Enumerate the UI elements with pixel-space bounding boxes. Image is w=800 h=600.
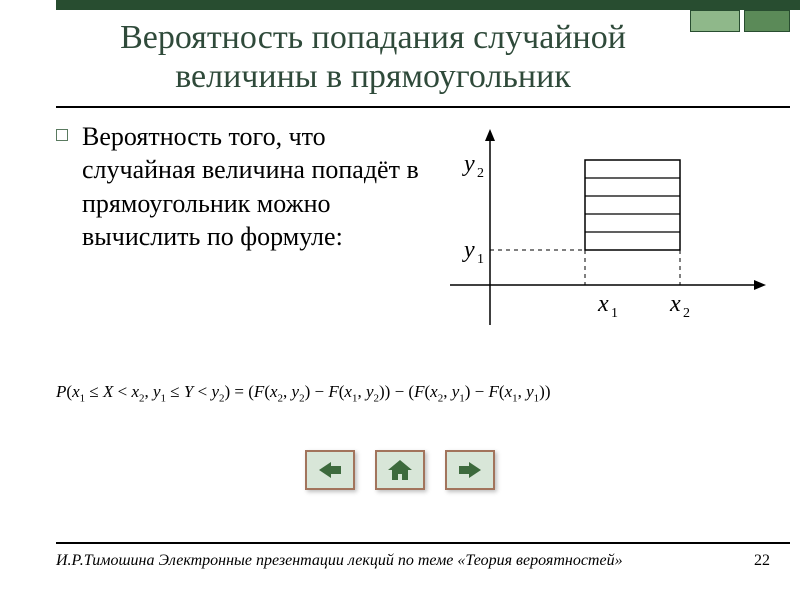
footer-divider [56, 542, 790, 544]
footer: И.Р.Тимошина Электронные презентации лек… [56, 552, 770, 570]
next-button[interactable] [445, 450, 495, 490]
home-icon [386, 458, 414, 482]
svg-text:2: 2 [683, 306, 690, 321]
svg-text:1: 1 [477, 252, 484, 267]
body-paragraph: Вероятность того, что случайная величина… [82, 120, 422, 253]
arrow-left-icon [317, 460, 343, 480]
svg-text:x: x [669, 291, 681, 317]
home-button[interactable] [375, 450, 425, 490]
svg-text:y: y [462, 151, 475, 177]
svg-text:x: x [597, 291, 609, 317]
page-number: 22 [754, 552, 770, 570]
footer-text: И.Р.Тимошина Электронные презентации лек… [56, 552, 623, 570]
nav-controls [0, 450, 800, 490]
arrow-right-icon [457, 460, 483, 480]
title-underline [56, 106, 790, 108]
rectangle-diagram: y 2 y 1 x 1 x 2 [420, 125, 780, 355]
accent-block-light [690, 10, 740, 32]
svg-text:2: 2 [477, 166, 484, 181]
accent-block-mid [744, 10, 790, 32]
probability-formula: P(x1 ≤ X < x2, y1 ≤ Y < y2) = (F(x2, y2)… [56, 382, 780, 404]
bullet-icon [56, 129, 68, 141]
slide-title: Вероятность попадания случайной величины… [68, 18, 678, 96]
top-bar [56, 0, 800, 10]
title-area: Вероятность попадания случайной величины… [56, 12, 690, 112]
svg-text:y: y [462, 237, 475, 263]
svg-text:1: 1 [611, 306, 618, 321]
prev-button[interactable] [305, 450, 355, 490]
